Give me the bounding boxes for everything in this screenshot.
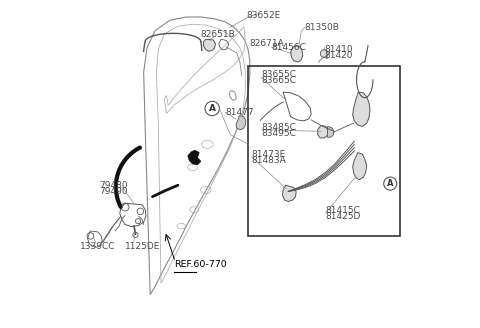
Polygon shape bbox=[188, 150, 201, 165]
Text: 83652E: 83652E bbox=[247, 11, 281, 20]
Polygon shape bbox=[204, 39, 216, 51]
Text: 81410: 81410 bbox=[324, 45, 353, 53]
Text: 83495C: 83495C bbox=[262, 130, 297, 138]
Polygon shape bbox=[236, 116, 246, 130]
Text: 81456C: 81456C bbox=[271, 43, 306, 51]
Text: 81473E: 81473E bbox=[252, 150, 286, 159]
Polygon shape bbox=[318, 125, 328, 138]
Text: 81477: 81477 bbox=[225, 108, 254, 117]
Circle shape bbox=[320, 50, 328, 57]
Text: 1339CC: 1339CC bbox=[80, 242, 116, 251]
Text: 81483A: 81483A bbox=[252, 156, 287, 165]
Polygon shape bbox=[290, 46, 303, 62]
Text: 83655C: 83655C bbox=[261, 70, 296, 79]
Text: 83665C: 83665C bbox=[261, 76, 296, 85]
Text: REF.60-770: REF.60-770 bbox=[174, 260, 227, 269]
Bar bbox=[249, 66, 400, 236]
Text: 1125DE: 1125DE bbox=[125, 242, 160, 251]
Text: 79490: 79490 bbox=[99, 187, 128, 196]
Polygon shape bbox=[327, 126, 334, 137]
Text: 82651B: 82651B bbox=[201, 31, 236, 39]
Text: 82671A: 82671A bbox=[250, 39, 285, 48]
Text: 81350B: 81350B bbox=[305, 23, 339, 32]
Text: A: A bbox=[387, 179, 394, 188]
Polygon shape bbox=[282, 185, 296, 202]
Text: 81425D: 81425D bbox=[325, 213, 361, 221]
Text: A: A bbox=[209, 104, 216, 113]
Text: 79480: 79480 bbox=[99, 181, 128, 190]
Text: 81420: 81420 bbox=[324, 51, 353, 60]
Text: 83485C: 83485C bbox=[262, 123, 297, 132]
Polygon shape bbox=[353, 153, 367, 180]
Text: 81415C: 81415C bbox=[325, 206, 360, 215]
Polygon shape bbox=[353, 92, 370, 126]
